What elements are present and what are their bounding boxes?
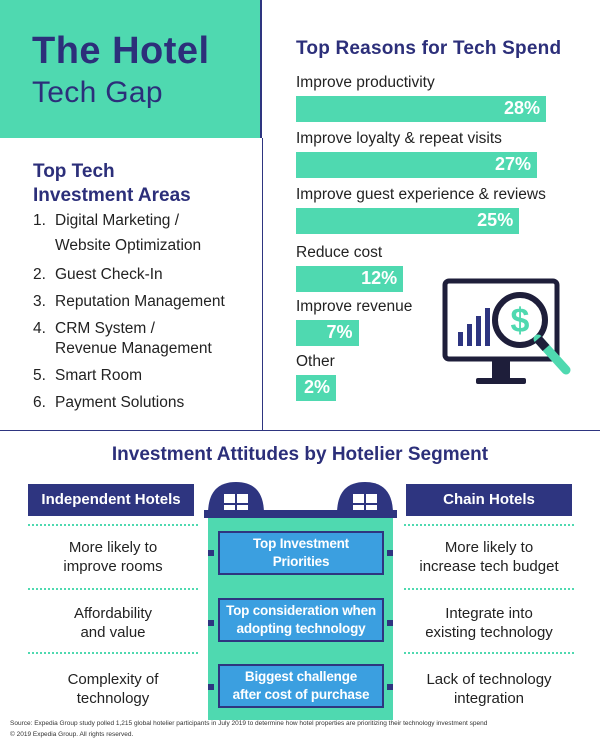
row-separator [28,524,198,526]
list-item-label: Reputation Management [55,293,225,310]
list-item-label: Digital Marketing / [55,212,180,229]
list-item-label: CRM System / [55,320,155,337]
svg-text:$: $ [511,302,530,340]
row-separator [404,588,574,590]
list-item-number: 3. [33,293,46,310]
areas-title-line1: Top Tech [33,161,115,182]
reason-bar: 27% [296,152,538,178]
horizontal-divider [0,430,600,431]
independent-hotels-header: Independent Hotels [28,484,194,516]
independent-cell: Affordability and value [73,605,153,641]
hero-banner: The Hotel Tech Gap [0,0,262,138]
reasons-title: Top Reasons for Tech Spend [296,38,562,59]
list-item-continued: Revenue Management [55,340,212,358]
list-item-number: 5. [33,367,46,384]
reason-bar: 2% [296,375,336,401]
list-item: 3. Reputation Management [33,293,225,311]
row-separator [28,652,198,654]
reason-value-label: 25% [477,210,514,230]
list-item-label: Smart Room [55,367,142,384]
center-label-box: Biggest challenge after cost of purchase [218,664,384,708]
monitor-dollar-magnifier-icon: $ [442,278,571,384]
row-separator [28,588,198,590]
list-item-label: Guest Check-In [55,266,163,283]
list-item-label: Revenue Management [55,340,212,357]
reason-label: Improve revenue [296,298,413,315]
chain-cell: More likely to increase tech budget [419,539,559,575]
list-item: 4. CRM System / [33,320,155,338]
hero-title: The Hotel [32,30,210,72]
areas-title: Top Tech Investment Areas [33,160,191,208]
row-separator [404,652,574,654]
list-item-continued: Website Optimization [55,237,201,255]
reason-bar: 7% [296,320,359,346]
reason-value-label: 2% [303,377,330,397]
source-note: Source: Expedia Group study polled 1,215… [10,720,488,727]
reason-label: Other [296,353,335,370]
list-item-number: 4. [33,320,46,337]
list-item-number: 2. [33,266,46,283]
reason-label: Reduce cost [296,244,383,261]
reason-bar: 12% [296,266,404,292]
reason-value-label: 12% [361,268,398,288]
copyright-note: © 2019 Expedia Group. All rights reserve… [10,731,134,738]
list-item-number: 6. [33,394,46,411]
reason-bar: 25% [296,208,520,234]
center-label-box: Top Investment Priorities [218,531,384,575]
list-item: 5. Smart Room [33,367,142,385]
center-label-box: Top consideration when adopting technolog… [218,598,384,642]
vertical-divider [262,138,263,430]
areas-title-line2: Investment Areas [33,185,191,206]
reason-value-label: 28% [503,98,540,118]
list-item-label: Website Optimization [55,237,202,254]
list-item: 1. Digital Marketing / [33,212,179,230]
attitudes-title: Investment Attitudes by Hotelier Segment [111,444,489,465]
chain-hotels-header: Chain Hotels [406,484,572,516]
chain-cell: Integrate into existing technology [425,605,553,641]
reason-value-label: 27% [495,154,532,174]
list-item-number: 1. [33,212,46,229]
reason-value-label: 7% [326,322,353,342]
hero-subtitle: Tech Gap [32,76,163,109]
list-item: 6. Payment Solutions [33,394,184,412]
independent-cell: More likely to improve rooms [63,539,163,575]
row-separator [404,524,574,526]
independent-cell: Complexity of technology [67,671,159,707]
chain-cell: Lack of technology integration [426,671,552,707]
reason-bar: 28% [296,96,546,122]
list-item: 2. Guest Check-In [33,266,163,284]
reason-label: Improve productivity [296,74,435,91]
reason-label: Improve loyalty & repeat visits [296,130,502,147]
list-item-label: Payment Solutions [55,394,185,411]
reason-label: Improve guest experience & reviews [296,186,546,203]
